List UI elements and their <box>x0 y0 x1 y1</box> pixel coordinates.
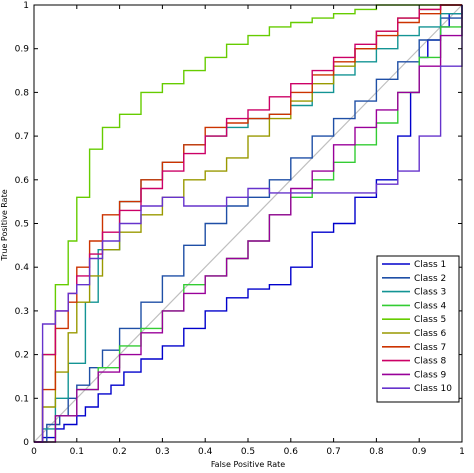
y-tick-label: 0.7 <box>15 132 29 142</box>
legend-label-class-8: Class 8 <box>414 357 447 367</box>
legend-label-class-6: Class 6 <box>414 329 447 339</box>
legend: Class 1 Class 2 Class 3 Class 4 Class 5 Class… <box>376 255 460 403</box>
x-tick-label: 0.4 <box>198 447 213 457</box>
y-tick-label: 0.9 <box>15 45 30 55</box>
axis-ticks: 0 0.1 0.2 0.3 0.4 0.5 0.6 0.7 0.8 0.9 1 0 0.1 0.2 0.3 0… <box>15 1 465 457</box>
x-tick-label: 0.5 <box>241 447 255 457</box>
x-tick-label: 0 <box>31 447 37 457</box>
x-tick-label: 0.9 <box>412 447 427 457</box>
series-line-class-9 <box>34 5 463 443</box>
x-tick-label: 0.3 <box>155 447 169 457</box>
x-tick-label: 0.6 <box>284 447 299 457</box>
x-tick-label: 0.7 <box>326 447 340 457</box>
plot-frame <box>33 4 463 443</box>
y-tick-label: 0.8 <box>15 88 30 98</box>
legend-label-class-5: Class 5 <box>414 315 446 325</box>
legend-label-class-10: Class 10 <box>414 384 452 394</box>
y-tick-label: 0 <box>23 438 29 448</box>
diagonal-reference-line <box>33 4 463 443</box>
y-tick-label: 0.3 <box>15 307 29 317</box>
legend-label-class-4: Class 4 <box>414 301 447 311</box>
legend-label-class-3: Class 3 <box>414 288 446 298</box>
x-tick-label: 0.1 <box>70 447 84 457</box>
y-tick-label: 0.2 <box>15 351 29 361</box>
x-tick-label: 0.8 <box>369 447 384 457</box>
series-line-class-10 <box>34 5 463 443</box>
series-line-class-5 <box>34 4 462 443</box>
y-tick-label: 1 <box>23 1 29 11</box>
x-axis-title: False Positive Rate <box>211 460 285 469</box>
y-tick-label: 0.5 <box>15 220 29 230</box>
legend-label-class-2: Class 2 <box>414 274 446 284</box>
plot-area <box>33 4 463 443</box>
x-tick-label: 0.2 <box>112 447 126 457</box>
legend-label-class-1: Class 1 <box>414 260 446 270</box>
x-tick-label: 1 <box>459 447 465 457</box>
y-axis-title: True Positive Rate <box>0 189 9 261</box>
legend-box <box>376 255 460 403</box>
y-tick-label: 0.1 <box>15 394 29 404</box>
legend-label-class-9: Class 9 <box>414 370 447 380</box>
legend-label-class-7: Class 7 <box>414 343 446 353</box>
y-tick-label: 0.4 <box>15 263 30 273</box>
y-tick-label: 0.6 <box>15 176 30 186</box>
